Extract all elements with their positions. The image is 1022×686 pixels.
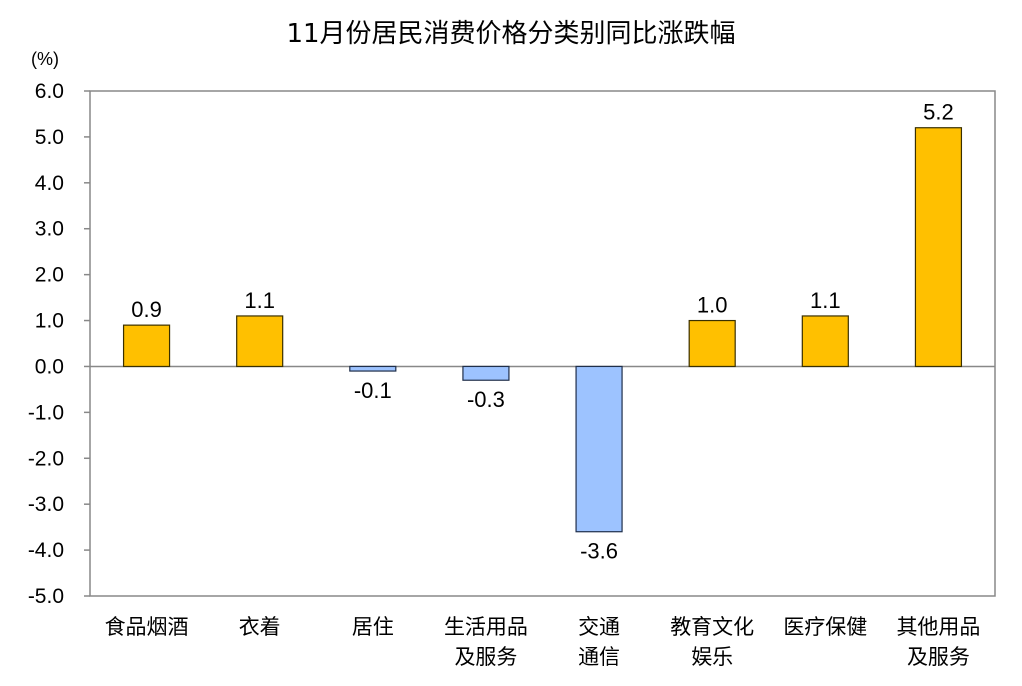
data-label: 5.2 bbox=[923, 100, 954, 125]
unit-label: (%) bbox=[31, 49, 59, 69]
x-category-label: 医疗保健 bbox=[783, 615, 867, 639]
bar bbox=[122, 324, 171, 368]
x-category-label: 教育文化 bbox=[670, 615, 754, 639]
bars bbox=[122, 127, 963, 533]
y-tick-label: 3.0 bbox=[35, 218, 64, 241]
y-tick-label: -4.0 bbox=[28, 539, 64, 562]
plot-area bbox=[89, 90, 996, 597]
x-category-label: 食品烟酒 bbox=[105, 615, 189, 639]
y-tick-label: 0.0 bbox=[35, 355, 64, 378]
data-label: -3.6 bbox=[580, 539, 618, 564]
y-tick-label: 2.0 bbox=[35, 264, 64, 287]
bar bbox=[349, 365, 397, 372]
data-labels: 0.9 1.1 -0.1 -0.3 -3.6 1.0 1.1 5.2 bbox=[131, 100, 953, 564]
y-tick-label: -2.0 bbox=[28, 447, 64, 470]
y-tick-label: -3.0 bbox=[28, 493, 64, 516]
y-tick-label: -5.0 bbox=[28, 585, 64, 608]
data-label: 1.1 bbox=[244, 288, 275, 313]
bar bbox=[688, 319, 736, 368]
bar bbox=[575, 365, 623, 533]
data-label: 1.0 bbox=[697, 293, 728, 318]
x-category-label: 居住 bbox=[352, 615, 394, 639]
y-tick-label: 5.0 bbox=[35, 126, 64, 149]
y-axis-ticks: 6.0 5.0 4.0 3.0 2.0 1.0 0.0 -1.0 -2.0 -3.0 -4.0 -5.… bbox=[28, 80, 90, 608]
x-category-label: 交通 bbox=[578, 615, 620, 639]
bar bbox=[914, 127, 963, 368]
y-tick-label: -1.0 bbox=[28, 401, 64, 424]
chart-title: 11月份居民消费价格分类别同比涨跌幅 bbox=[286, 19, 735, 49]
bar bbox=[801, 315, 849, 368]
x-category-label: 通信 bbox=[578, 645, 620, 669]
x-category-label: 衣着 bbox=[239, 615, 281, 639]
bar bbox=[236, 315, 284, 368]
data-label: -0.1 bbox=[354, 378, 392, 403]
y-tick-label: 1.0 bbox=[35, 310, 64, 333]
x-category-label: 其他用品 bbox=[896, 615, 980, 639]
x-category-label: 娱乐 bbox=[691, 645, 733, 669]
x-category-label: 生活用品 bbox=[444, 615, 528, 639]
data-label: 1.1 bbox=[810, 288, 841, 313]
x-category-label: 及服务 bbox=[454, 645, 517, 669]
y-tick-label: 6.0 bbox=[35, 80, 64, 103]
y-tick-label: 4.0 bbox=[35, 172, 64, 195]
data-label: 0.9 bbox=[131, 297, 162, 322]
bar bbox=[462, 365, 510, 381]
data-label: -0.3 bbox=[467, 387, 505, 412]
x-category-label: 及服务 bbox=[907, 645, 970, 669]
